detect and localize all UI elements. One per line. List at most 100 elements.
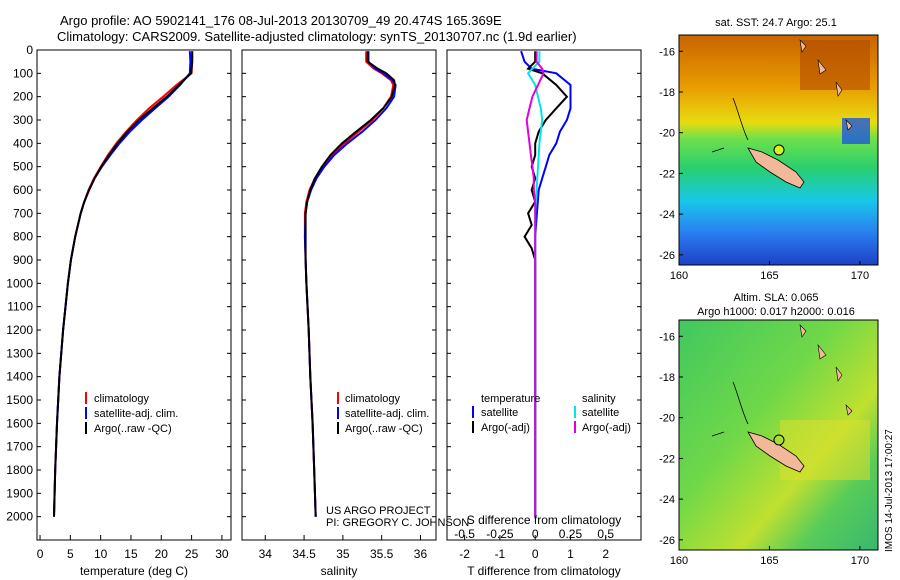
y-tick-label: 100 (13, 66, 33, 80)
pi-annotation: PI: GREGORY C. JOHNSON (326, 517, 469, 529)
map-y-tick-label: -26 (659, 250, 675, 262)
x-tick-label-s: 0.5 (597, 527, 614, 541)
float-location-marker (773, 144, 785, 156)
y-tick-label: 1100 (7, 300, 33, 314)
y-tick-label: 500 (13, 160, 33, 174)
sst-map-title: sat. SST: 24.7 Argo: 25.1 (715, 17, 837, 29)
legend-label-satellite: satellite-adj. clim. (94, 408, 178, 420)
temperature-xlabel: temperature (deg C) (80, 564, 188, 578)
y-tick-label: 400 (13, 136, 33, 150)
difference-plot: -2 -1 0 1 2 -0.5 -0.25 0 0.25 0.5 (454, 50, 614, 561)
x-tick-label-s: 0.25 (559, 527, 583, 541)
new-caledonia-island (747, 431, 805, 473)
y-tick-label: 900 (13, 253, 33, 267)
legend-label-climatology: climatology (94, 393, 150, 405)
x-tick-label: 34 (259, 547, 273, 561)
sst-map: sat. SST: 24.7 Argo: 25.1 (659, 17, 879, 282)
x-tick-label-s: 0 (532, 527, 539, 541)
x-tick-label: 15 (124, 547, 138, 561)
map-y-tick-label: -18 (659, 87, 675, 99)
legend-label-t-argo: Argo(-adj) (481, 422, 530, 434)
y-tick-label: 700 (13, 206, 33, 220)
x-tick-label-s: -0.25 (486, 527, 514, 541)
y-tick-label: 1400 (6, 370, 33, 384)
reef-outline (711, 97, 749, 153)
x-tick-label: 30 (215, 547, 229, 561)
y-tick-label: 1000 (6, 276, 33, 290)
map-x-tick-label: 165 (760, 270, 778, 282)
sla-map-title2: Argo h1000: 0.017 h2000: 0.016 (697, 306, 855, 318)
legend-label-argo: Argo(..raw -QC) (94, 423, 172, 435)
map-y-tick-label: -20 (659, 413, 675, 425)
y-tick-label: 1800 (6, 463, 33, 477)
salinity-legend: climatology satellite-adj. clim. Argo(..… (326, 392, 469, 529)
series-line-argo-raw-qc- (53, 51, 194, 517)
y-tick-label: 1700 (6, 440, 33, 454)
sla-map: Altim. SLA: 0.065 Argo h1000: 0.017 h200… (659, 292, 879, 567)
x-tick-label-s: -0.5 (454, 527, 475, 541)
legend-label-t-satellite: satellite (481, 407, 518, 419)
sla-map-axes: -16 -18 -20 -22 -24 -26 160 165 170 (659, 331, 869, 567)
reef-outline (711, 381, 749, 437)
new-caledonia-island (747, 147, 805, 189)
y-tick-label: 1600 (6, 416, 33, 430)
x-tick-label: 5 (67, 547, 74, 561)
legend-label-s-argo: Argo(-adj) (582, 422, 631, 434)
salinity-xlabel: salinity (321, 564, 358, 578)
map-x-tick-label: 165 (760, 555, 778, 567)
temperature-plot: 0 5 10 15 20 25 30 (37, 51, 229, 561)
y-tick-label: 1900 (6, 486, 33, 500)
series-line-argo-raw-qc- (304, 51, 396, 517)
sst-warm-patch (800, 40, 870, 90)
legend-label-satellite: satellite-adj. clim. (345, 408, 429, 420)
sst-map-axes: -16 -18 -20 -22 -24 -26 160 165 170 (659, 46, 869, 282)
legend-label-argo: Argo(..raw -QC) (345, 423, 423, 435)
y-tick-label: 1300 (6, 346, 33, 360)
y-tick-label: 800 (13, 230, 33, 244)
temperature-legend: climatology satellite-adj. clim. Argo(..… (85, 392, 178, 435)
x-tick-label-t: 0 (532, 547, 539, 561)
map-x-tick-label: 160 (670, 270, 688, 282)
salinity-plot: 34 34.5 35 35.5 36 (259, 51, 428, 561)
plot-title-line2: Climatology: CARS2009. Satellite-adjuste… (57, 29, 577, 44)
map-y-tick-label: -26 (659, 535, 675, 547)
map-y-tick-label: -16 (659, 46, 675, 58)
x-tick-label-t: 2 (602, 547, 609, 561)
vanuatu-islands (799, 39, 853, 131)
difference-xlabel-t: T difference from climatology (467, 564, 621, 578)
difference-xlabel-s: S difference from climatology (467, 513, 622, 527)
y-tick-label: 0 (26, 43, 33, 57)
salinity-panel-frame (241, 49, 437, 541)
y-tick-label: 1500 (6, 393, 33, 407)
map-y-tick-label: -16 (659, 331, 675, 343)
map-y-tick-label: -24 (659, 494, 675, 506)
y-tick-label: 2000 (6, 510, 33, 524)
plot-title-line1: Argo profile: AO 5902141_176 08-Jul-2013… (60, 13, 502, 28)
difference-panel-frame (446, 49, 642, 541)
vanuatu-islands (799, 324, 853, 416)
map-y-tick-label: -22 (659, 168, 675, 180)
map-x-tick-label: 170 (851, 270, 869, 282)
x-tick-label-t: -1 (495, 547, 506, 561)
x-tick-label: 36 (414, 547, 428, 561)
x-tick-label: 10 (94, 547, 108, 561)
y-tick-label: 200 (13, 90, 33, 104)
project-annotation: US ARGO PROJECT (326, 505, 431, 517)
map-x-tick-label: 170 (851, 555, 869, 567)
legend-title-salinity: salinity (582, 393, 616, 405)
map-y-tick-label: -22 (659, 453, 675, 465)
x-tick-label: 35.5 (370, 547, 394, 561)
x-tick-label: 34.5 (292, 547, 316, 561)
x-tick-label: 20 (155, 547, 169, 561)
sla-map-title1: Altim. SLA: 0.065 (734, 292, 819, 304)
map-y-tick-label: -24 (659, 209, 675, 221)
x-tick-label-t: -2 (459, 547, 470, 561)
x-tick-label-t: 1 (567, 547, 574, 561)
series-line-s-argo-adj- (525, 51, 545, 517)
difference-legend: temperature salinity satellite Argo(-adj… (472, 393, 631, 434)
y-tick-label: 600 (13, 183, 33, 197)
x-tick-label: 35 (336, 547, 350, 561)
legend-label-s-satellite: satellite (582, 407, 619, 419)
y-tick-label: 1200 (6, 323, 33, 337)
